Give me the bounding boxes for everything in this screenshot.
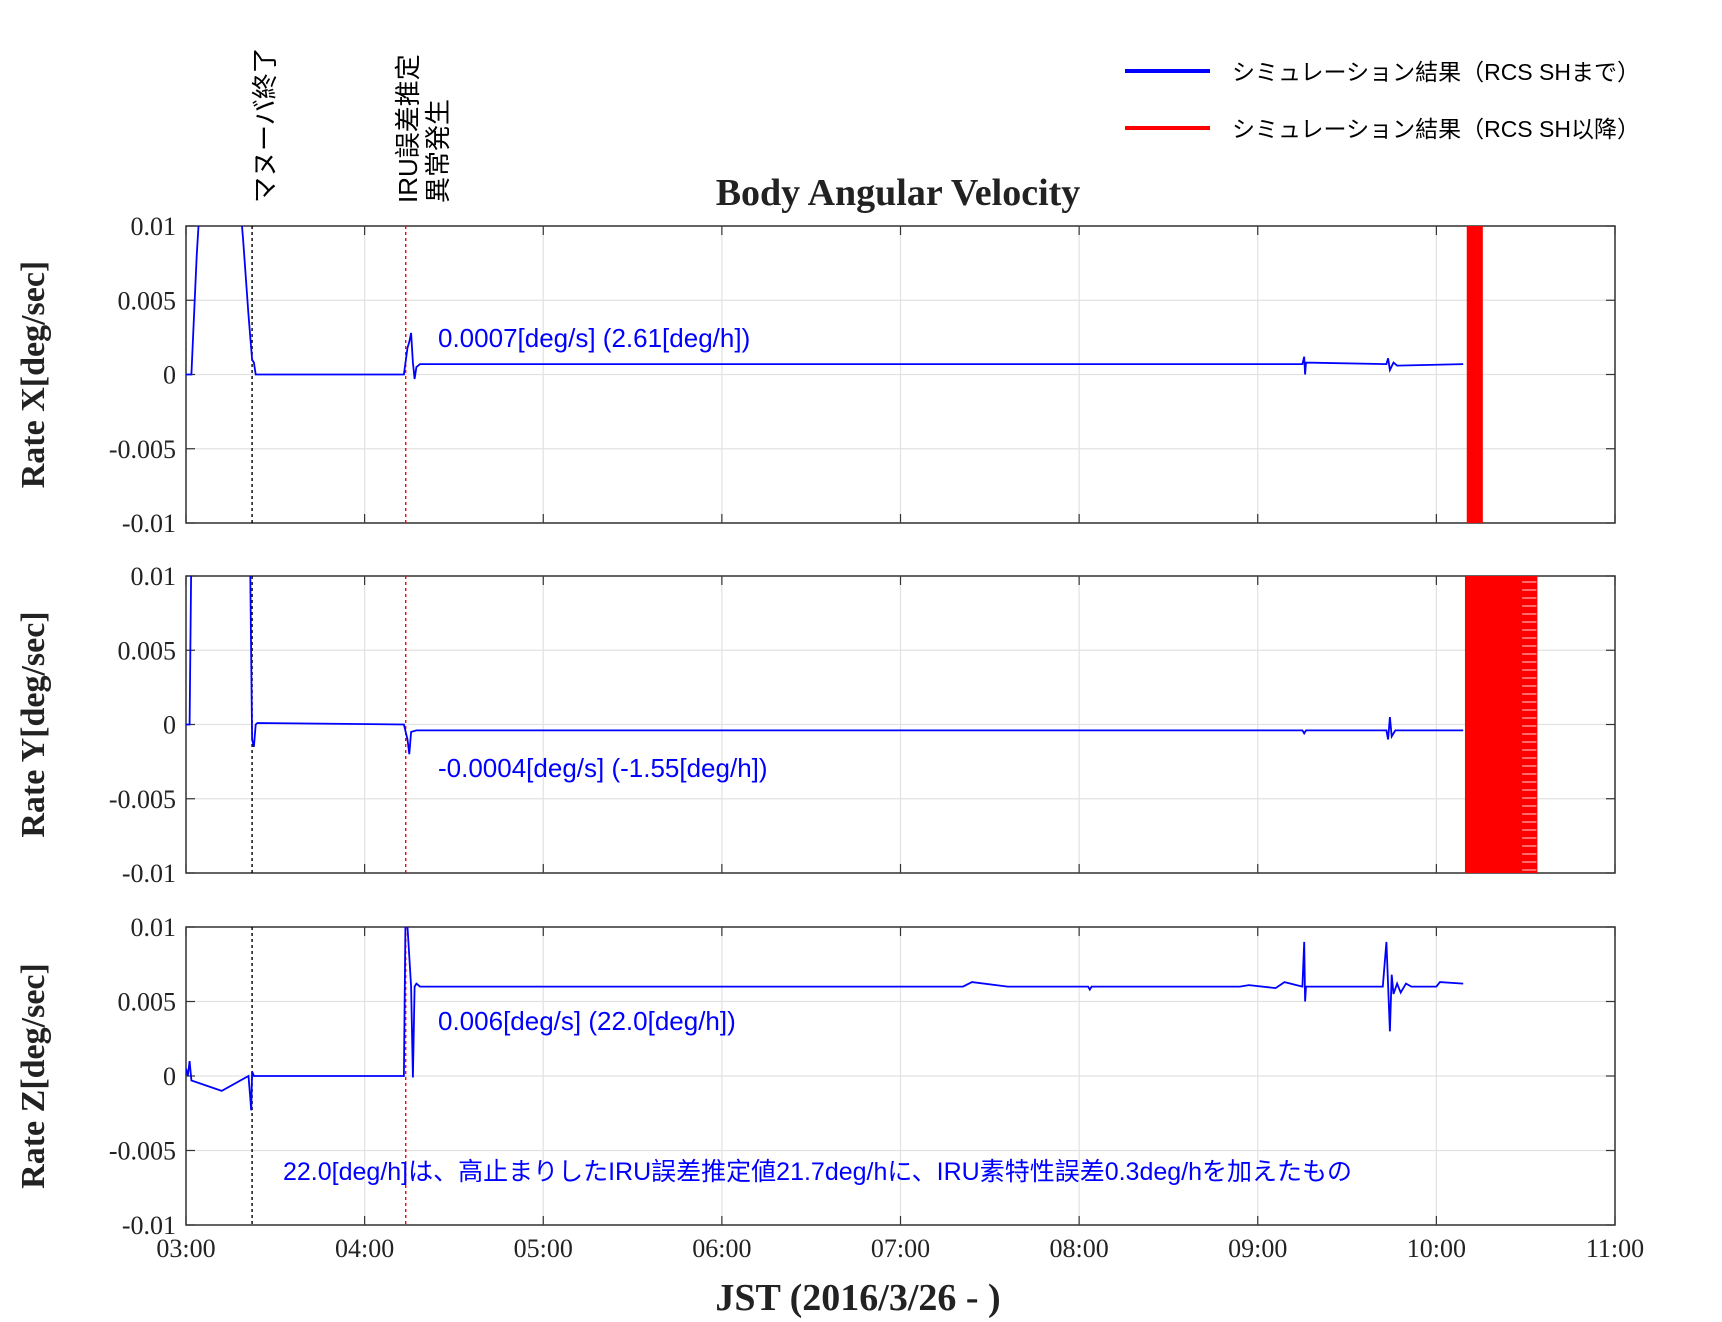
event-label-maneuver-end: マヌーバ終了	[250, 47, 280, 203]
y-tick-label: -0.01	[122, 859, 176, 888]
annotation-rate-y: -0.0004[deg/s] (-1.55[deg/h])	[438, 753, 768, 783]
x-axis-label: JST (2016/3/26 - )	[715, 1277, 1000, 1319]
y-tick-label: 0.01	[131, 913, 177, 942]
y-tick-label: -0.005	[109, 785, 176, 814]
series-band-red	[1464, 576, 1523, 873]
panel-rate-z: 0.01 0.005 0 -0.005 -0.01 Rate Z[deg/sec] 03:0…	[15, 913, 1644, 1263]
x-tick-label: 09:00	[1228, 1234, 1287, 1263]
event-label-iru-line1: IRU誤差推定	[393, 54, 423, 203]
annotation-rate-x: 0.0007[deg/s] (2.61[deg/h])	[438, 323, 750, 353]
x-tick-label: 10:00	[1407, 1234, 1466, 1263]
series-band-red	[1466, 226, 1483, 523]
y-tick-label: 0.01	[131, 212, 177, 241]
x-tick-label: 05:00	[514, 1234, 573, 1263]
y-tick-label: 0.005	[118, 286, 177, 315]
y-tick-label: -0.005	[109, 1137, 176, 1166]
y-axis-label: Rate X[deg/sec]	[15, 261, 52, 489]
series-line-blue	[186, 927, 1464, 1111]
y-axis-label: Rate Y[deg/sec]	[15, 611, 52, 837]
x-tick-label: 03:00	[156, 1234, 215, 1263]
legend-label-red: シミュレーション結果（RCS SH以降）	[1232, 116, 1640, 142]
event-label-iru-line2: 異常発生	[423, 99, 453, 203]
x-tick-label: 07:00	[871, 1234, 930, 1263]
y-tick-label: 0.005	[118, 988, 177, 1017]
y-tick-label: -0.01	[122, 1211, 176, 1240]
y-tick-label: 0	[163, 1062, 176, 1091]
x-tick-label: 04:00	[335, 1234, 394, 1263]
x-tick-label: 06:00	[692, 1234, 751, 1263]
y-tick-label: -0.01	[122, 509, 176, 538]
panel-rate-x: 0.01 0.005 0 -0.005 -0.01 Rate X[deg/sec]	[15, 212, 1616, 538]
y-tick-label: -0.005	[109, 435, 176, 464]
annotation-note-z: 22.0[deg/h]は、高止まりしたIRU誤差推定値21.7deg/hに、IR…	[283, 1158, 1352, 1186]
panel-rate-y: 0.01 0.005 0 -0.005 -0.01 Rate Y[deg/sec]	[15, 562, 1616, 888]
y-tick-label: 0.01	[131, 562, 177, 591]
legend: シミュレーション結果（RCS SHまで） シミュレーション結果（RCS SH以降…	[1125, 59, 1640, 142]
y-tick-label: 0.005	[118, 636, 177, 665]
x-tick-label: 08:00	[1050, 1234, 1109, 1263]
y-tick-label: 0	[163, 361, 176, 390]
annotation-rate-z: 0.006[deg/s] (22.0[deg/h])	[438, 1006, 736, 1036]
y-axis-label: Rate Z[deg/sec]	[15, 963, 52, 1189]
chart-title: Body Angular Velocity	[716, 172, 1081, 214]
legend-label-blue: シミュレーション結果（RCS SHまで）	[1232, 59, 1640, 85]
x-tick-label: 11:00	[1586, 1234, 1644, 1263]
y-tick-label: 0	[163, 711, 176, 740]
series-line-blue	[186, 226, 1464, 380]
series-line-blue	[186, 576, 1464, 755]
plot-frame	[185, 926, 1616, 1226]
